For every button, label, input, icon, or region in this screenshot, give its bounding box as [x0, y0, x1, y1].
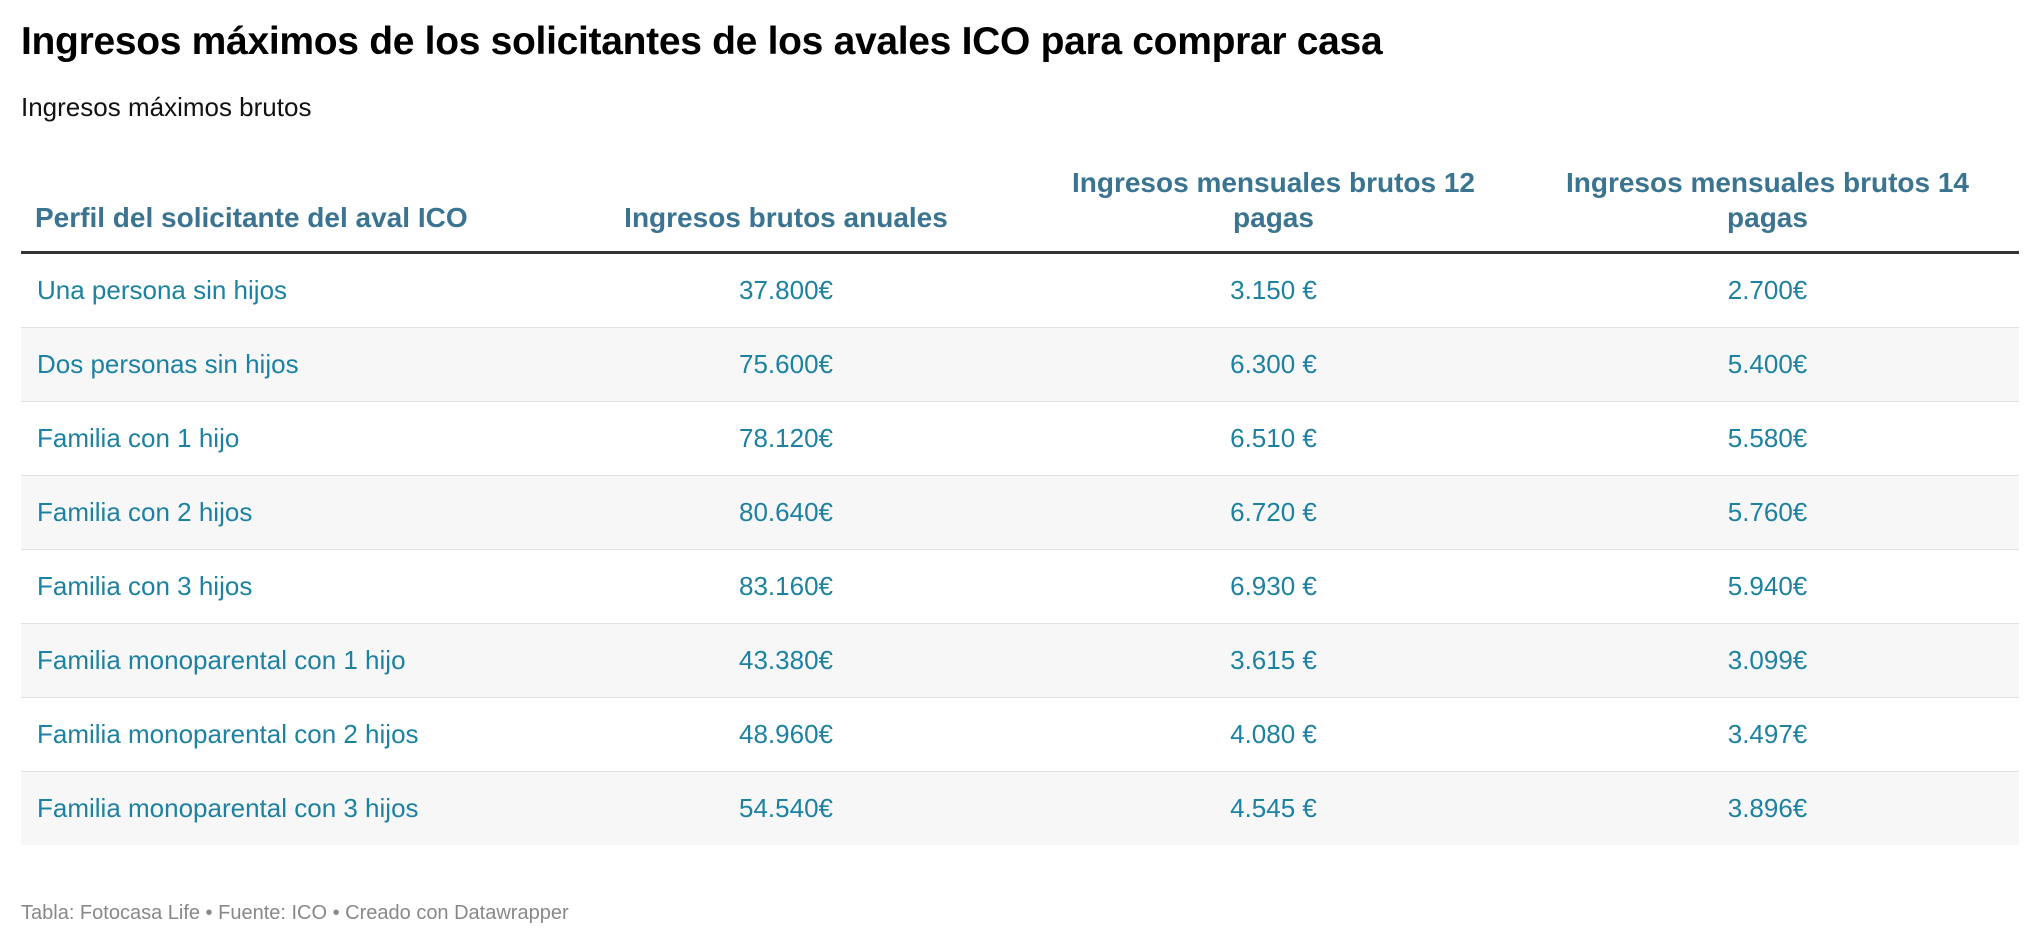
- header-row: Perfil del solicitante del aval ICO Ingr…: [21, 165, 2019, 254]
- profile-cell: Familia con 3 hijos: [21, 549, 541, 624]
- income-cell: 5.940€: [1516, 549, 2019, 624]
- income-cell: 48.960€: [541, 697, 1031, 772]
- income-cell: 78.120€: [541, 401, 1031, 476]
- table-row: Familia con 2 hijos 80.640€ 6.720 €5.760€: [21, 475, 2019, 550]
- table-row: Familia monoparental con 2 hijos 48.960€ 4…: [21, 697, 2019, 772]
- profile-cell: Familia monoparental con 1 hijo: [21, 623, 541, 698]
- income-cell: 6.720 €: [1031, 475, 1516, 550]
- table-row: Una persona sin hijos 37.800€ 3.150 €2.700…: [21, 252, 2019, 328]
- income-cell: 5.400€: [1516, 327, 2019, 402]
- income-cell: 6.510 €: [1031, 401, 1516, 476]
- income-cell: 54.540€: [541, 771, 1031, 845]
- income-cell: 75.600€: [541, 327, 1031, 402]
- table-row: Familia con 1 hijo 78.120€ 6.510 €5.580€: [21, 401, 2019, 476]
- income-cell: 37.800€: [541, 252, 1031, 328]
- column-header[interactable]: Ingresos mensuales brutos 14 pagas: [1516, 165, 2019, 254]
- income-cell: 6.300 €: [1031, 327, 1516, 402]
- column-header[interactable]: Ingresos brutos anuales: [541, 165, 1031, 254]
- income-cell: 5.580€: [1516, 401, 2019, 476]
- page-title: Ingresos máximos de los solicitantes de …: [21, 20, 1383, 63]
- profile-cell: Familia monoparental con 2 hijos: [21, 697, 541, 772]
- table-row: Familia monoparental con 3 hijos 54.540€ 4…: [21, 771, 2019, 845]
- income-cell: 6.930 €: [1031, 549, 1516, 624]
- profile-cell: Una persona sin hijos: [21, 252, 541, 328]
- table-row: Dos personas sin hijos 75.600€ 6.300 €5.40…: [21, 327, 2019, 402]
- profile-cell: Dos personas sin hijos: [21, 327, 541, 402]
- footer-credits: Tabla: Fotocasa Life • Fuente: ICO • Cre…: [21, 902, 569, 924]
- subtitle: Ingresos máximos brutos: [21, 92, 312, 122]
- income-cell: 3.099€: [1516, 623, 2019, 698]
- income-table: Perfil del solicitante del aval ICO Ingr…: [21, 165, 2019, 845]
- income-cell: 4.545 €: [1031, 771, 1516, 845]
- income-cell: 2.700€: [1516, 252, 2019, 328]
- profile-cell: Familia monoparental con 3 hijos: [21, 771, 541, 845]
- profile-cell: Familia con 1 hijo: [21, 401, 541, 476]
- income-cell: 3.150 €: [1031, 252, 1516, 328]
- income-cell: 80.640€: [541, 475, 1031, 550]
- income-cell: 43.380€: [541, 623, 1031, 698]
- column-header[interactable]: Perfil del solicitante del aval ICO: [21, 165, 541, 254]
- income-cell: 3.615 €: [1031, 623, 1516, 698]
- income-cell: 5.760€: [1516, 475, 2019, 550]
- income-cell: 4.080 €: [1031, 697, 1516, 772]
- column-header[interactable]: Ingresos mensuales brutos 12 pagas: [1031, 165, 1516, 254]
- income-cell: 3.497€: [1516, 697, 2019, 772]
- profile-cell: Familia con 2 hijos: [21, 475, 541, 550]
- table-row: Familia monoparental con 1 hijo 43.380€ 3.…: [21, 623, 2019, 698]
- income-cell: 3.896€: [1516, 771, 2019, 845]
- income-cell: 83.160€: [541, 549, 1031, 624]
- table-row: Familia con 3 hijos 83.160€ 6.930 €5.940€: [21, 549, 2019, 624]
